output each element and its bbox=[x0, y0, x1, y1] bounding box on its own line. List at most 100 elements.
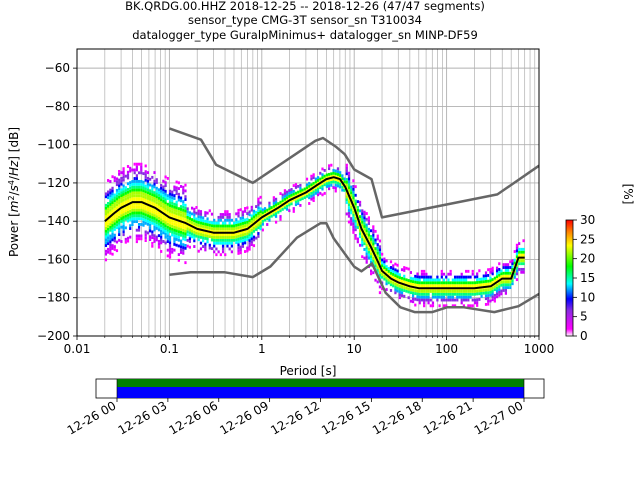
heatmap-cell bbox=[202, 245, 205, 248]
heatmap-cell bbox=[480, 289, 483, 293]
heatmap-cell bbox=[213, 244, 216, 248]
heatmap-cell bbox=[113, 205, 116, 208]
heatmap-cell bbox=[153, 214, 156, 218]
heatmap-cell bbox=[142, 192, 145, 196]
heatmap-cell bbox=[409, 279, 412, 283]
heatmap-cell bbox=[168, 247, 172, 251]
heatmap-cell bbox=[124, 217, 127, 221]
heatmap-cell bbox=[237, 246, 240, 250]
heatmap-cell bbox=[345, 180, 348, 184]
heatmap-cell bbox=[175, 203, 178, 207]
heatmap-cell bbox=[244, 207, 247, 210]
heatmap-cell bbox=[109, 202, 112, 206]
heatmap-cell bbox=[126, 208, 130, 211]
heatmap-cell bbox=[168, 229, 172, 233]
heatmap-cell bbox=[367, 216, 370, 220]
heatmap-cell bbox=[151, 221, 154, 225]
heatmap-cell bbox=[126, 182, 130, 186]
heatmap-cell bbox=[374, 264, 377, 268]
heatmap-cell bbox=[173, 194, 176, 198]
heatmap-cell bbox=[332, 174, 335, 178]
heatmap-cell bbox=[509, 274, 512, 278]
heatmap-cell bbox=[118, 210, 121, 214]
heatmap-cell bbox=[122, 172, 125, 176]
heatmap-cell bbox=[153, 202, 156, 206]
heatmap-cell bbox=[279, 215, 282, 218]
heatmap-cell bbox=[153, 228, 156, 232]
heatmap-cell bbox=[131, 188, 134, 192]
heatmap-cell bbox=[323, 180, 326, 184]
heatmap-cell bbox=[453, 304, 457, 308]
heatmap-cell bbox=[502, 280, 505, 284]
heatmap-cell bbox=[453, 275, 457, 279]
heatmap-cell bbox=[354, 234, 357, 237]
heatmap-cell bbox=[431, 289, 435, 293]
heatmap-cell bbox=[367, 219, 370, 223]
heatmap-cell bbox=[520, 259, 523, 263]
heatmap-cell bbox=[471, 269, 474, 273]
heatmap-cell bbox=[188, 217, 191, 220]
heatmap-cell bbox=[149, 209, 152, 213]
heatmap-cell bbox=[168, 244, 172, 248]
heatmap-cell bbox=[237, 211, 240, 215]
heatmap-cell bbox=[122, 167, 125, 171]
heatmap-cell bbox=[126, 188, 130, 191]
heatmap-cell bbox=[182, 237, 185, 241]
heatmap-cell bbox=[403, 289, 406, 292]
heatmap-cell bbox=[186, 230, 189, 234]
heatmap-cell bbox=[365, 258, 368, 261]
timeline-tick-label: 12-26 09 bbox=[217, 398, 271, 437]
heatmap-cell bbox=[518, 247, 521, 251]
heatmap-cell bbox=[416, 281, 419, 284]
heatmap-cell bbox=[334, 186, 337, 190]
heatmap-cell bbox=[385, 270, 388, 274]
heatmap-cell bbox=[151, 241, 154, 245]
heatmap-cell bbox=[418, 292, 421, 296]
heatmap-cell bbox=[325, 179, 329, 183]
heatmap-cell bbox=[175, 243, 178, 247]
heatmap-cell bbox=[478, 292, 481, 296]
heatmap-cell bbox=[155, 195, 158, 199]
heatmap-cell bbox=[358, 209, 362, 213]
heatmap-cell bbox=[244, 232, 247, 236]
heatmap-cell bbox=[146, 205, 150, 209]
heatmap-cell bbox=[118, 190, 121, 193]
heatmap-cell bbox=[135, 194, 138, 198]
heatmap-cell bbox=[310, 177, 313, 181]
heatmap-cell bbox=[498, 268, 501, 271]
heatmap-cell bbox=[473, 281, 477, 285]
heatmap-cell bbox=[175, 189, 178, 193]
heatmap-cell bbox=[286, 204, 289, 208]
heatmap-cell bbox=[140, 182, 143, 186]
heatmap-cell bbox=[239, 216, 242, 220]
heatmap-cell bbox=[107, 250, 110, 254]
heatmap-cell bbox=[160, 189, 163, 193]
heatmap-cell bbox=[361, 217, 364, 221]
heatmap-cell bbox=[213, 218, 216, 222]
heatmap-cell bbox=[173, 185, 176, 189]
heatmap-cell bbox=[460, 272, 463, 276]
heatmap-cell bbox=[356, 200, 359, 204]
heatmap-cell bbox=[221, 244, 225, 248]
heatmap-cell bbox=[319, 171, 322, 175]
heatmap-cell bbox=[347, 200, 351, 204]
heatmap-cell bbox=[398, 273, 401, 277]
heatmap-cell bbox=[164, 189, 167, 193]
heatmap-cell bbox=[290, 193, 293, 197]
heatmap-cell bbox=[274, 197, 278, 201]
heatmap-cell bbox=[350, 222, 353, 226]
heatmap-cell bbox=[361, 255, 364, 259]
heatmap-cell bbox=[255, 228, 258, 231]
heatmap-cell bbox=[204, 242, 207, 246]
heatmap-cell bbox=[252, 224, 256, 227]
heatmap-cell bbox=[115, 220, 119, 224]
heatmap-cell bbox=[272, 199, 275, 202]
heatmap-cell bbox=[235, 218, 238, 222]
heatmap-cell bbox=[456, 295, 459, 299]
heatmap-cell bbox=[228, 221, 231, 225]
heatmap-cell bbox=[429, 284, 432, 288]
heatmap-cell bbox=[186, 207, 189, 211]
heatmap-cell bbox=[478, 280, 481, 284]
heatmap-cell bbox=[423, 298, 426, 302]
heatmap-cell bbox=[491, 278, 494, 282]
